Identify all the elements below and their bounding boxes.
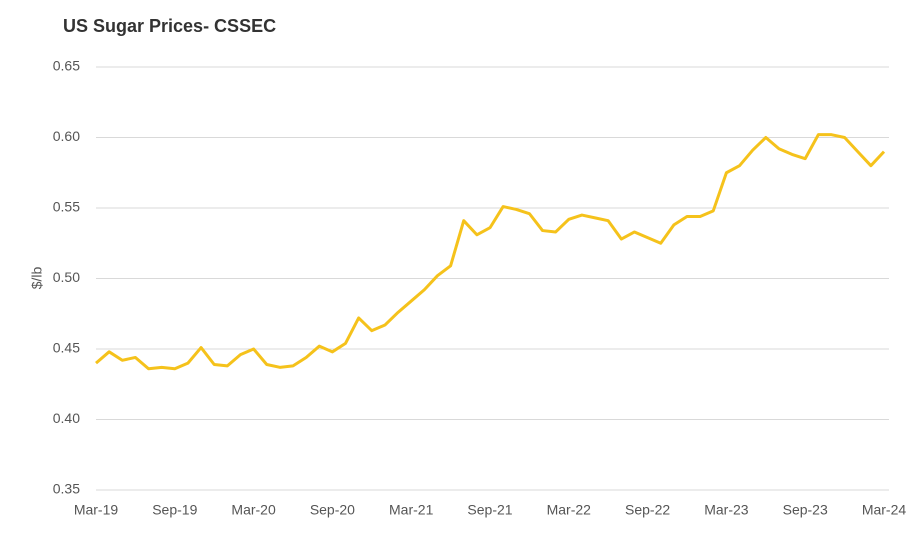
y-axis-label: $/lb xyxy=(29,267,45,290)
x-tick-label: Sep-19 xyxy=(152,502,197,518)
x-tick-label: Mar-23 xyxy=(704,502,749,518)
x-tick-label: Mar-20 xyxy=(231,502,276,518)
y-tick-label: 0.60 xyxy=(53,128,80,144)
y-tick-label: 0.50 xyxy=(53,269,80,285)
x-tick-label: Mar-21 xyxy=(389,502,434,518)
y-tick-label: 0.45 xyxy=(53,340,80,356)
x-tick-label: Sep-21 xyxy=(467,502,512,518)
x-tick-label: Mar-24 xyxy=(862,502,907,518)
x-tick-label: Sep-20 xyxy=(310,502,355,518)
x-tick-label: Mar-19 xyxy=(74,502,119,518)
y-tick-label: 0.40 xyxy=(53,410,80,426)
chart-title: US Sugar Prices- CSSEC xyxy=(63,16,276,36)
y-tick-label: 0.65 xyxy=(53,58,80,74)
y-tick-label: 0.55 xyxy=(53,199,80,215)
x-tick-label: Sep-23 xyxy=(783,502,828,518)
x-tick-label: Sep-22 xyxy=(625,502,670,518)
y-tick-label: 0.35 xyxy=(53,481,80,497)
x-tick-label: Mar-22 xyxy=(547,502,592,518)
line xyxy=(95,133,886,371)
